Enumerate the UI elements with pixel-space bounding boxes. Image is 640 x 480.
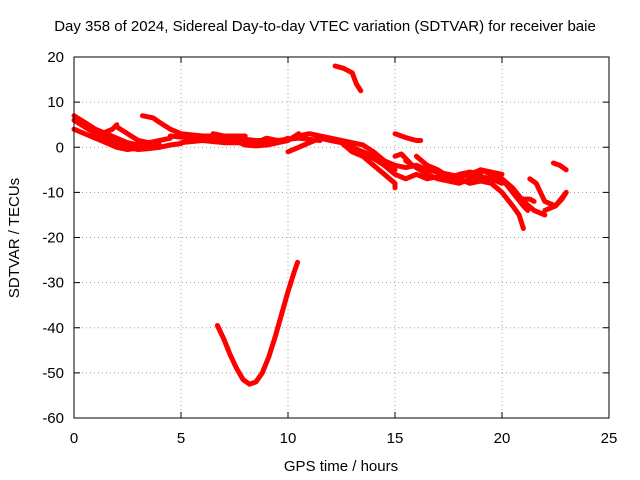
y-tick-label: 0: [56, 139, 64, 156]
series-arc-10: [221, 135, 291, 149]
y-tick-label: -30: [42, 275, 64, 292]
x-tick-label: 0: [70, 430, 78, 447]
y-tick-label: 20: [47, 49, 64, 66]
series-arc-23: [514, 194, 537, 204]
series-arc-13: [328, 135, 398, 191]
series-arc-27: [214, 259, 301, 387]
series-arc-5: [114, 124, 173, 146]
series-arc-22: [478, 178, 526, 231]
series-arc-21: [467, 167, 548, 218]
y-tick-label: -20: [42, 230, 64, 247]
grid-lines: [74, 57, 609, 418]
chart-title: Day 358 of 2024, Sidereal Day-to-day VTE…: [54, 18, 596, 35]
series-arc-25: [542, 189, 569, 213]
x-tick-label: 5: [177, 430, 185, 447]
series-arc-14: [332, 63, 364, 94]
y-tick-label: 10: [47, 94, 64, 111]
x-tick-label: 15: [387, 430, 404, 447]
series-arc-17: [392, 131, 424, 143]
data-series: [71, 63, 569, 387]
y-axis-ticks: -60 -50 -40 -30 -20 -10 0 10 20: [42, 49, 609, 427]
y-tick-label: -40: [42, 320, 64, 337]
x-axis-ticks: 0 5 10 15 20 25: [70, 57, 618, 447]
y-tick-label: -60: [42, 410, 64, 427]
y-axis-label: SDTVAR / TECUs: [6, 178, 23, 298]
x-axis-label: GPS time / hours: [284, 458, 398, 475]
series-arc-20: [413, 153, 531, 213]
series-arc-26: [550, 160, 569, 173]
x-tick-label: 25: [601, 430, 618, 447]
y-tick-label: -50: [42, 365, 64, 382]
y-tick-label: -10: [42, 184, 64, 201]
x-tick-label: 10: [280, 430, 297, 447]
series-arc-12: [296, 131, 398, 173]
series-arc-4: [75, 117, 120, 137]
series-arc-3: [71, 126, 152, 152]
series-arc-6: [140, 113, 248, 139]
x-tick-label: 20: [494, 430, 511, 447]
